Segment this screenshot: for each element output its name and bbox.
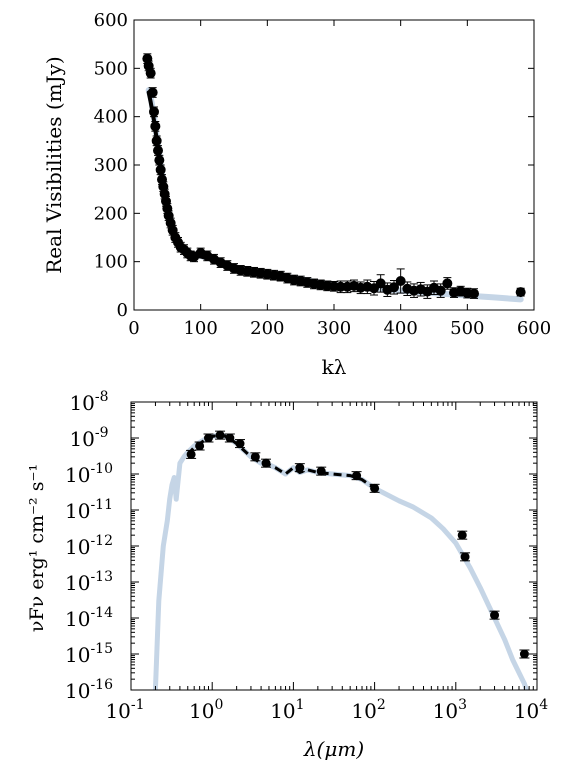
top-data-point (155, 164, 166, 176)
top-x-tick-label: 100 (183, 318, 217, 339)
sed-chart: 10-1 100 101 102 103 104 10-8 10-9 10-10 10-11 10-… (26, 389, 548, 761)
top-axis-ticks: 0 100 200 300 400 500 600 0 100 200 300 400 500 600 (94, 10, 552, 339)
bottom-x-tick-label: 100 (189, 697, 223, 723)
bottom-data-point (203, 433, 214, 443)
top-y-tick-label: 300 (94, 155, 128, 176)
top-x-axis-label: kλ (322, 355, 347, 379)
bottom-y-tick-label: 10-13 (65, 569, 113, 595)
bottom-data-point (261, 458, 272, 468)
top-data-point (145, 67, 156, 79)
bottom-y-axis-label: νFν erg¹ cm⁻² s⁻¹ (26, 464, 48, 632)
bottom-data-point (186, 449, 197, 459)
top-data-point (147, 87, 158, 98)
top-data-point (469, 288, 479, 299)
top-data-point (515, 287, 526, 298)
top-x-tick-label: 0 (128, 318, 139, 339)
top-x-tick-label: 400 (383, 318, 417, 339)
top-x-tick-label: 200 (250, 318, 284, 339)
bottom-data-point (460, 552, 471, 562)
bottom-x-axis-label: λ(μm) (303, 737, 364, 761)
bottom-data-point (250, 452, 261, 462)
bottom-data-point (351, 471, 362, 481)
top-data-point (362, 279, 373, 295)
bottom-x-tick-label: 103 (433, 697, 467, 723)
bottom-y-tick-label: 10-8 (69, 389, 108, 415)
top-data-point (262, 268, 273, 280)
top-plot-frame (133, 19, 535, 311)
top-data-point (154, 154, 165, 166)
bottom-axis-ticks: 10-1 100 101 102 103 104 10-8 10-9 10-10 10-11 10-… (65, 389, 548, 723)
top-data-point (349, 279, 359, 293)
top-y-axis-label: Real Visibilities (mJy) (42, 56, 66, 274)
bottom-y-tick-label: 10-14 (65, 605, 113, 631)
top-data-point (153, 145, 163, 156)
top-y-tick-label: 0 (117, 300, 128, 321)
bottom-y-tick-label: 10-15 (65, 641, 113, 667)
top-y-tick-label: 200 (94, 203, 128, 224)
top-data-point (151, 135, 162, 147)
bottom-data-point (519, 649, 530, 659)
visibility-chart: 0 100 200 300 400 500 600 0 100 200 300 400 500 600 k… (42, 10, 551, 379)
bottom-x-tick-label: 101 (270, 697, 304, 723)
bottom-y-tick-label: 10-9 (69, 425, 108, 451)
bottom-model-line (152, 432, 530, 690)
top-data-point (375, 274, 386, 293)
bottom-data-point (194, 441, 205, 451)
bottom-data-point (224, 433, 235, 443)
top-y-tick-label: 400 (94, 107, 128, 128)
top-y-tick-label: 500 (94, 58, 128, 79)
bottom-y-tick-label: 10-12 (65, 533, 113, 559)
bottom-data-point (294, 463, 305, 473)
top-data-point (315, 279, 326, 291)
top-data-point (395, 268, 406, 294)
bottom-x-tick-label: 104 (514, 697, 548, 723)
bottom-data-point (457, 530, 468, 540)
top-data-point (442, 277, 453, 290)
top-model-line-1 (145, 87, 524, 303)
bottom-dashed-line (186, 433, 376, 490)
bottom-data-point (369, 483, 380, 493)
top-data-point (150, 121, 161, 132)
top-x-tick-label: 300 (317, 318, 351, 339)
top-y-tick-label: 100 (94, 252, 128, 273)
bottom-y-tick-label: 10-11 (65, 497, 113, 523)
top-data-point (149, 106, 159, 118)
top-y-tick-label: 600 (94, 10, 128, 31)
top-x-tick-label: 600 (517, 318, 551, 339)
bottom-data-point (235, 439, 246, 449)
top-data-point (389, 280, 399, 295)
top-x-tick-label: 500 (450, 318, 484, 339)
bottom-data-point (316, 466, 327, 476)
bottom-data-point (489, 610, 500, 620)
bottom-y-tick-label: 10-10 (65, 461, 113, 487)
bottom-data-point (215, 430, 226, 440)
top-data-point (435, 283, 446, 298)
bottom-x-tick-label: 102 (351, 697, 385, 723)
bottom-x-tick-label: 10-1 (105, 697, 144, 723)
